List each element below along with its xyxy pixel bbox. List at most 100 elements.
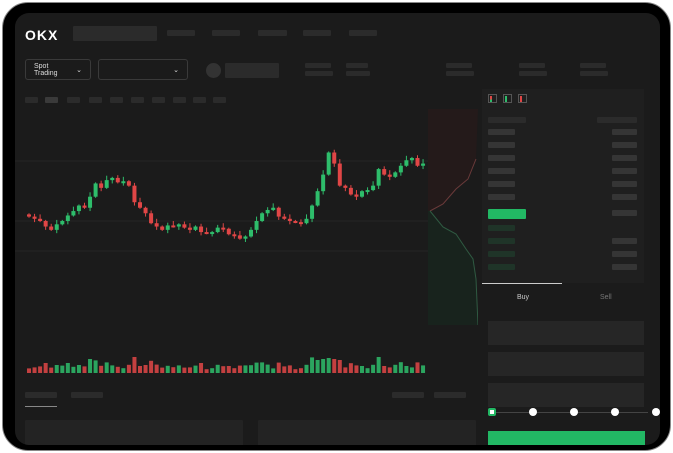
orders-panel [25, 420, 243, 445]
volume-bar [382, 366, 387, 373]
candle [32, 216, 37, 219]
price-input[interactable] [488, 321, 644, 345]
timeframe-button [152, 97, 165, 103]
pair-select[interactable]: ⌄ [98, 59, 188, 80]
candle [332, 152, 337, 164]
candle [260, 213, 265, 222]
volume-bar [421, 365, 426, 373]
bid-price [488, 238, 515, 244]
volume-bar [326, 358, 331, 373]
candle [88, 196, 93, 208]
candle [121, 181, 126, 184]
ask-size [612, 142, 637, 148]
volume-bar [260, 362, 265, 373]
volume-bar [126, 364, 131, 373]
volume-bar [315, 360, 320, 373]
tab-order-history[interactable] [71, 392, 103, 398]
volume-bar [27, 368, 31, 373]
order-book-buy-icon[interactable] [503, 94, 512, 103]
volume-bar [115, 366, 120, 373]
nav-item[interactable] [303, 30, 331, 36]
app-screen: OKX Spot Trading ⌄ ⌄ Buy Sell [15, 13, 660, 445]
slider-stop[interactable] [652, 408, 660, 416]
candle [371, 185, 376, 191]
candle [171, 225, 176, 228]
volume-bar [193, 365, 198, 373]
order-book-both-icon[interactable] [488, 94, 497, 103]
volume-bar [54, 365, 59, 373]
volume-bar [60, 365, 65, 373]
search-bar[interactable] [73, 26, 157, 41]
candle [221, 227, 226, 230]
nav-item[interactable] [167, 30, 195, 36]
candle [99, 183, 104, 188]
orders-panel [258, 420, 476, 445]
tab-open-orders[interactable] [25, 392, 57, 398]
spot-trading-button[interactable]: Spot Trading ⌄ [25, 59, 91, 80]
total-input[interactable] [488, 383, 644, 407]
amount-input[interactable] [488, 352, 644, 376]
ask-size [612, 155, 637, 161]
nav-item[interactable] [212, 30, 240, 36]
candle [38, 218, 43, 222]
volume-bar [232, 368, 237, 373]
candle [115, 177, 120, 183]
volume-bar [348, 363, 353, 373]
candle [104, 180, 109, 188]
volume-bar [176, 365, 181, 373]
slider-stop[interactable] [570, 408, 578, 416]
candle [215, 227, 220, 233]
timeframe-button [213, 97, 226, 103]
buy-button[interactable] [488, 431, 645, 445]
candle [321, 174, 326, 192]
volume-bar [226, 366, 231, 373]
ask-size [612, 210, 637, 216]
timeframe-button [25, 97, 38, 103]
volume-bar [154, 364, 159, 373]
bid-price [488, 251, 515, 257]
slider-stop[interactable] [611, 408, 619, 416]
volume-bar [332, 359, 337, 373]
buy-tab[interactable]: Buy [517, 294, 530, 301]
candle [126, 181, 131, 186]
nav-item[interactable] [349, 30, 377, 36]
candlestick-chart[interactable] [15, 103, 480, 373]
volume-bar [237, 365, 242, 373]
spot-trading-label: Spot Trading [34, 62, 58, 77]
candle [276, 207, 281, 217]
volume-bar [365, 368, 370, 373]
timeframe-button [173, 97, 186, 103]
order-book-view-toggles [488, 94, 527, 103]
timeframe-button [193, 97, 206, 103]
candle [210, 232, 215, 235]
bid-size [612, 251, 637, 257]
volume-bar [132, 357, 137, 373]
candle [110, 177, 115, 181]
ask-price [488, 155, 515, 161]
candle [182, 224, 187, 228]
candle [76, 205, 81, 212]
candle [154, 223, 159, 227]
timeframe-button [45, 97, 58, 103]
volume-bar [376, 357, 381, 373]
amount-slider[interactable] [488, 408, 660, 416]
volume-bar [65, 363, 70, 373]
order-book-sell-icon[interactable] [518, 94, 527, 103]
ask-size [612, 181, 637, 187]
candle [71, 211, 76, 216]
volume-bar [404, 366, 409, 373]
candle [282, 216, 287, 219]
sell-tab[interactable]: Sell [600, 294, 612, 301]
volume-bar [182, 367, 187, 373]
filter-button[interactable] [392, 392, 424, 398]
candle [204, 232, 209, 235]
slider-stop[interactable] [529, 408, 537, 416]
filter-button[interactable] [434, 392, 466, 398]
timeframe-button [67, 97, 80, 103]
candle [393, 172, 398, 177]
candle [54, 224, 59, 230]
candle [421, 163, 426, 166]
slider-stop[interactable] [488, 408, 496, 416]
nav-item[interactable] [258, 30, 287, 36]
